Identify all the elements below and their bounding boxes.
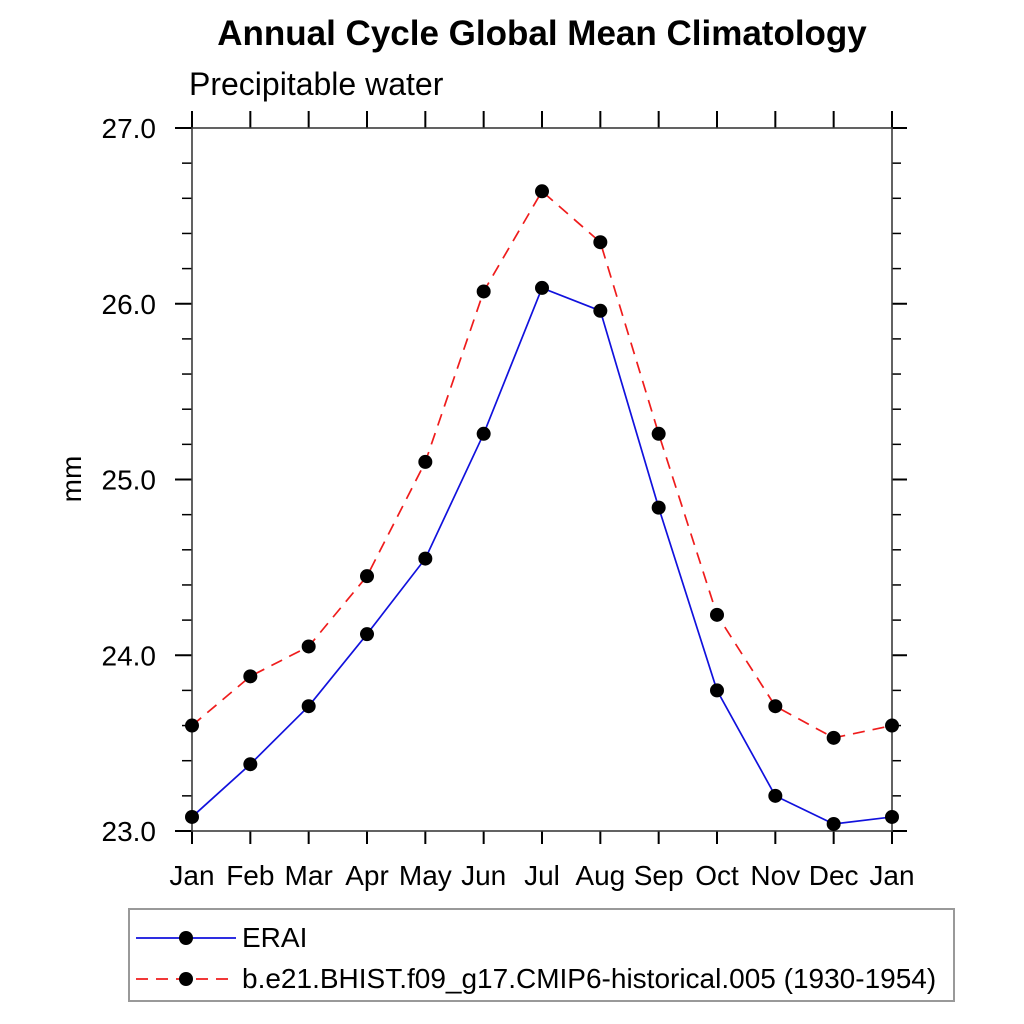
y-tick-label: 24.0 [102,640,157,671]
legend-line-sample-erai [136,930,236,945]
y-tick-label: 27.0 [102,113,157,144]
legend-label-erai: ERAI [242,921,308,953]
x-tick-label: Jan [869,860,914,891]
chart-subtitle: Precipitable water [189,66,444,102]
plot-frame [191,127,893,832]
data-point-marker [360,627,374,642]
legend-marker-dot [179,971,193,986]
data-point-marker [243,669,258,684]
data-point-marker [768,699,783,714]
y-tick-label: 23.0 [102,816,157,847]
data-point-marker [476,426,491,441]
y-tick-label: 26.0 [102,289,157,320]
x-tick-label: Dec [809,860,859,891]
x-tick-label: Feb [226,860,274,891]
data-point-marker [301,699,316,714]
x-tick-label: Jul [524,860,560,891]
data-point-marker [651,426,666,441]
x-tick-label: May [399,860,452,891]
data-point-marker [826,816,841,831]
data-point-marker [885,809,899,824]
data-point-marker [535,184,549,199]
legend-line-sample-cmip6 [136,971,236,986]
y-tick-label: 25.0 [102,465,157,496]
data-point-marker [418,454,433,469]
x-tick-label: Sep [634,860,684,891]
legend-item-erai: ERAI [133,917,953,958]
x-tick-label: Nov [750,860,800,891]
data-point-marker [593,235,608,250]
x-tick-label: Jun [461,860,506,891]
data-point-marker [185,809,199,824]
data-point-marker [301,639,316,654]
data-point-marker [418,551,433,566]
x-tick-label: Oct [695,860,739,891]
data-point-marker [360,569,374,584]
erai-line [191,286,893,825]
data-point-marker [476,284,491,299]
data-point-marker [710,683,724,698]
x-tick-label: Aug [575,860,625,891]
cmip6-line [191,189,893,739]
data-point-marker [826,730,841,745]
data-point-marker [243,757,258,772]
data-point-marker [651,500,666,515]
x-tick-label: Apr [345,860,389,891]
x-tick-label: Mar [285,860,333,891]
data-point-marker [185,718,199,733]
x-tick-label: Jan [169,860,214,891]
legend-marker-dot [179,930,193,945]
legend-item-cmip6-historical: b.e21.BHIST.f09_g17.CMIP6-historical.005… [133,958,953,999]
legend-label-cmip6: b.e21.BHIST.f09_g17.CMIP6-historical.005… [242,962,937,994]
data-point-marker [593,303,608,318]
data-point-marker [535,280,549,295]
data-point-marker [768,788,783,803]
data-point-marker [885,718,899,733]
chart-title: Annual Cycle Global Mean Climatology [217,14,867,53]
data-point-marker [710,607,724,622]
legend-box: ERAI b.e21.BHIST.f09_g17.CMIP6-historica… [128,908,955,1002]
